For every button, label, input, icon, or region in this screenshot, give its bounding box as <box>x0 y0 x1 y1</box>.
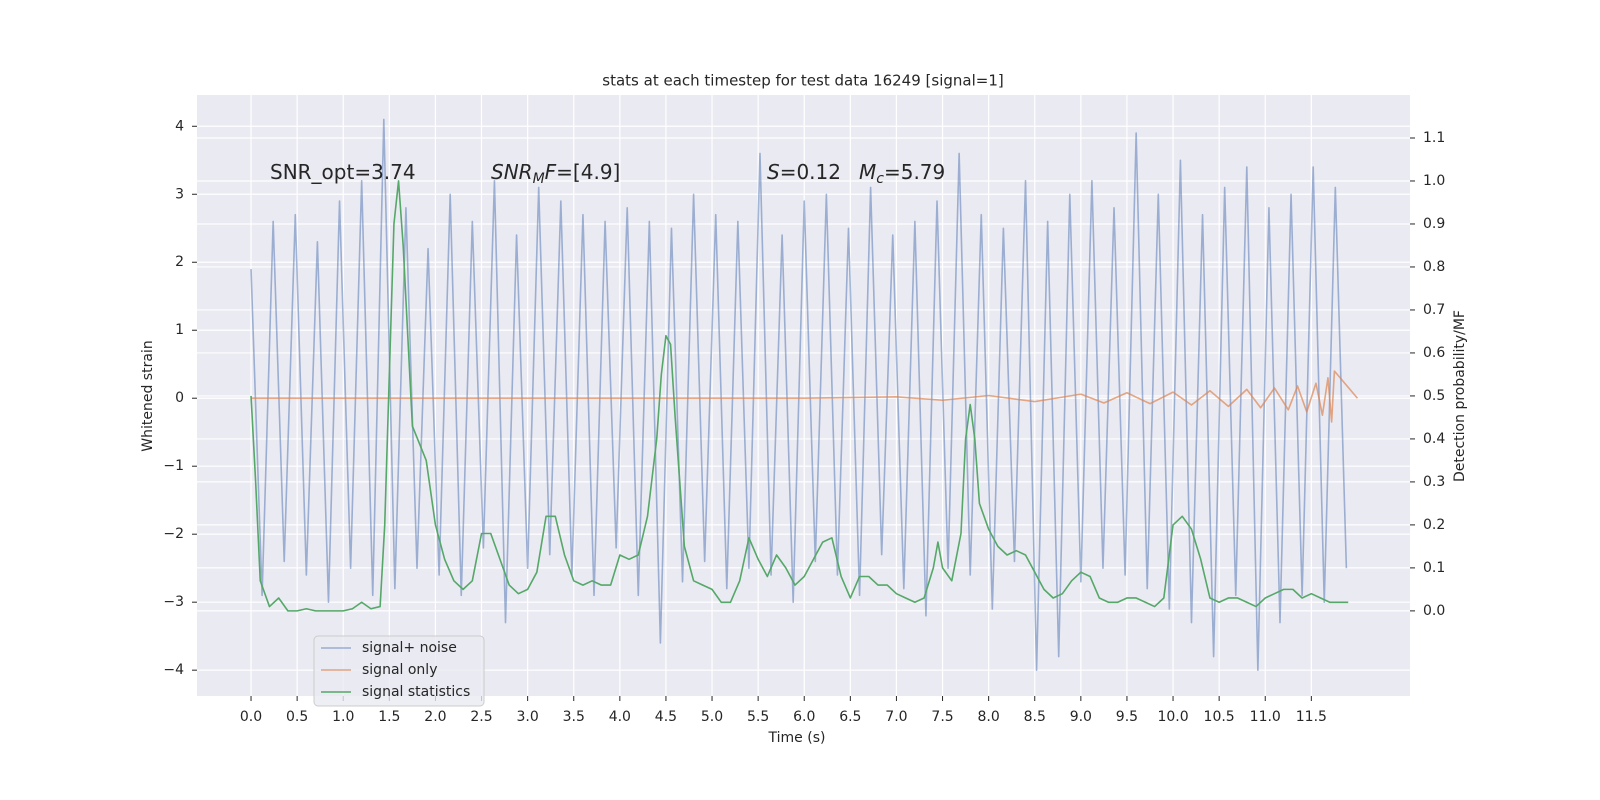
x-tick-label: 3.5 <box>563 709 585 725</box>
y2-tick-label: 0.5 <box>1423 388 1445 404</box>
y2-tick-label: 0.2 <box>1423 517 1445 533</box>
y2-tick-label: 0.9 <box>1423 216 1445 232</box>
legend-box <box>313 635 485 707</box>
y2-axis-label: Detection probability/MF <box>1452 310 1468 482</box>
x-tick-label: 10.0 <box>1157 709 1188 725</box>
y2-tick-label: 0.7 <box>1423 302 1445 318</box>
x-tick-label: 6.5 <box>839 709 861 725</box>
x-tick-label: 1.5 <box>378 709 400 725</box>
x-tick-label: 4.0 <box>609 709 631 725</box>
x-tick-label: 9.5 <box>1116 709 1138 725</box>
x-tick-label: 1.0 <box>332 709 354 725</box>
x-tick-label: 0.5 <box>286 709 308 725</box>
y-tick-label: 4 <box>175 118 184 134</box>
annotation: SNRMF=[4.9] <box>491 160 620 188</box>
y-tick-label: −1 <box>163 458 184 474</box>
series-line <box>250 180 1349 612</box>
x-tick-label: 10.5 <box>1204 709 1235 725</box>
y-tick-label: −4 <box>163 662 184 678</box>
y-tick-label: −3 <box>163 594 184 610</box>
annotation-part: M <box>859 160 876 184</box>
x-tick-label: 6.0 <box>793 709 815 725</box>
x-tick-label: 8.5 <box>1024 709 1046 725</box>
y-tick-label: 1 <box>175 322 184 338</box>
x-tick-label: 11.0 <box>1250 709 1281 725</box>
annotation-part: =0.12 <box>780 160 841 184</box>
x-tick-label: 5.0 <box>701 709 723 725</box>
x-tick-label: 7.0 <box>885 709 907 725</box>
x-tick-label: 2.5 <box>470 709 492 725</box>
annotation-part: F <box>545 160 557 184</box>
x-tick-label: 11.5 <box>1296 709 1327 725</box>
annotation-part: =5.79 <box>884 160 945 184</box>
annotation-part: S <box>767 160 780 184</box>
x-axis-label: Time (s) <box>768 730 826 746</box>
y2-tick-label: 0.1 <box>1423 560 1445 576</box>
y2-tick-label: 1.1 <box>1423 130 1445 146</box>
annotation-part: =[4.9] <box>556 160 620 184</box>
x-tick-label: 2.0 <box>424 709 446 725</box>
legend-label: signal+ noise <box>362 640 457 656</box>
y-tick-label: 3 <box>175 186 184 202</box>
y-tick-label: −2 <box>163 526 184 542</box>
y-axis-label: Whitened strain <box>140 340 156 451</box>
data-layer <box>250 118 1359 671</box>
y2-tick-label: 1.0 <box>1423 173 1445 189</box>
annotation-part: M <box>533 171 545 187</box>
annotation-part: c <box>876 171 884 187</box>
y2-tick-label: 0.8 <box>1423 259 1445 275</box>
y2-tick-label: 0.3 <box>1423 474 1445 490</box>
annotation: SNR_opt=3.74 <box>270 160 416 184</box>
y2-tick-label: 0.4 <box>1423 431 1445 447</box>
x-tick-label: 5.5 <box>747 709 769 725</box>
annotation-part: SNR <box>491 160 533 184</box>
series-line <box>251 370 1359 423</box>
series-line <box>250 118 1348 671</box>
annotation: Mc=5.79 <box>859 160 945 188</box>
legend-label: signal statistics <box>362 684 470 700</box>
y2-tick-label: 0.6 <box>1423 345 1445 361</box>
annotation: S=0.12 <box>767 160 841 184</box>
y2-tick-label: 0.0 <box>1423 603 1445 619</box>
x-tick-label: 8.0 <box>978 709 1000 725</box>
x-tick-label: 4.5 <box>655 709 677 725</box>
y-tick-label: 2 <box>175 254 184 270</box>
y-tick-label: 0 <box>175 390 184 406</box>
chart-title: stats at each timestep for test data 162… <box>602 72 1003 90</box>
x-tick-label: 3.0 <box>517 709 539 725</box>
x-tick-label: 7.5 <box>931 709 953 725</box>
x-tick-label: 0.0 <box>240 709 262 725</box>
legend: signal+ noise signal only signal statistic… <box>313 635 485 707</box>
x-tick-label: 9.0 <box>1070 709 1092 725</box>
annotation-part: SNR_opt=3.74 <box>270 160 416 184</box>
legend-label: signal only <box>362 662 437 678</box>
